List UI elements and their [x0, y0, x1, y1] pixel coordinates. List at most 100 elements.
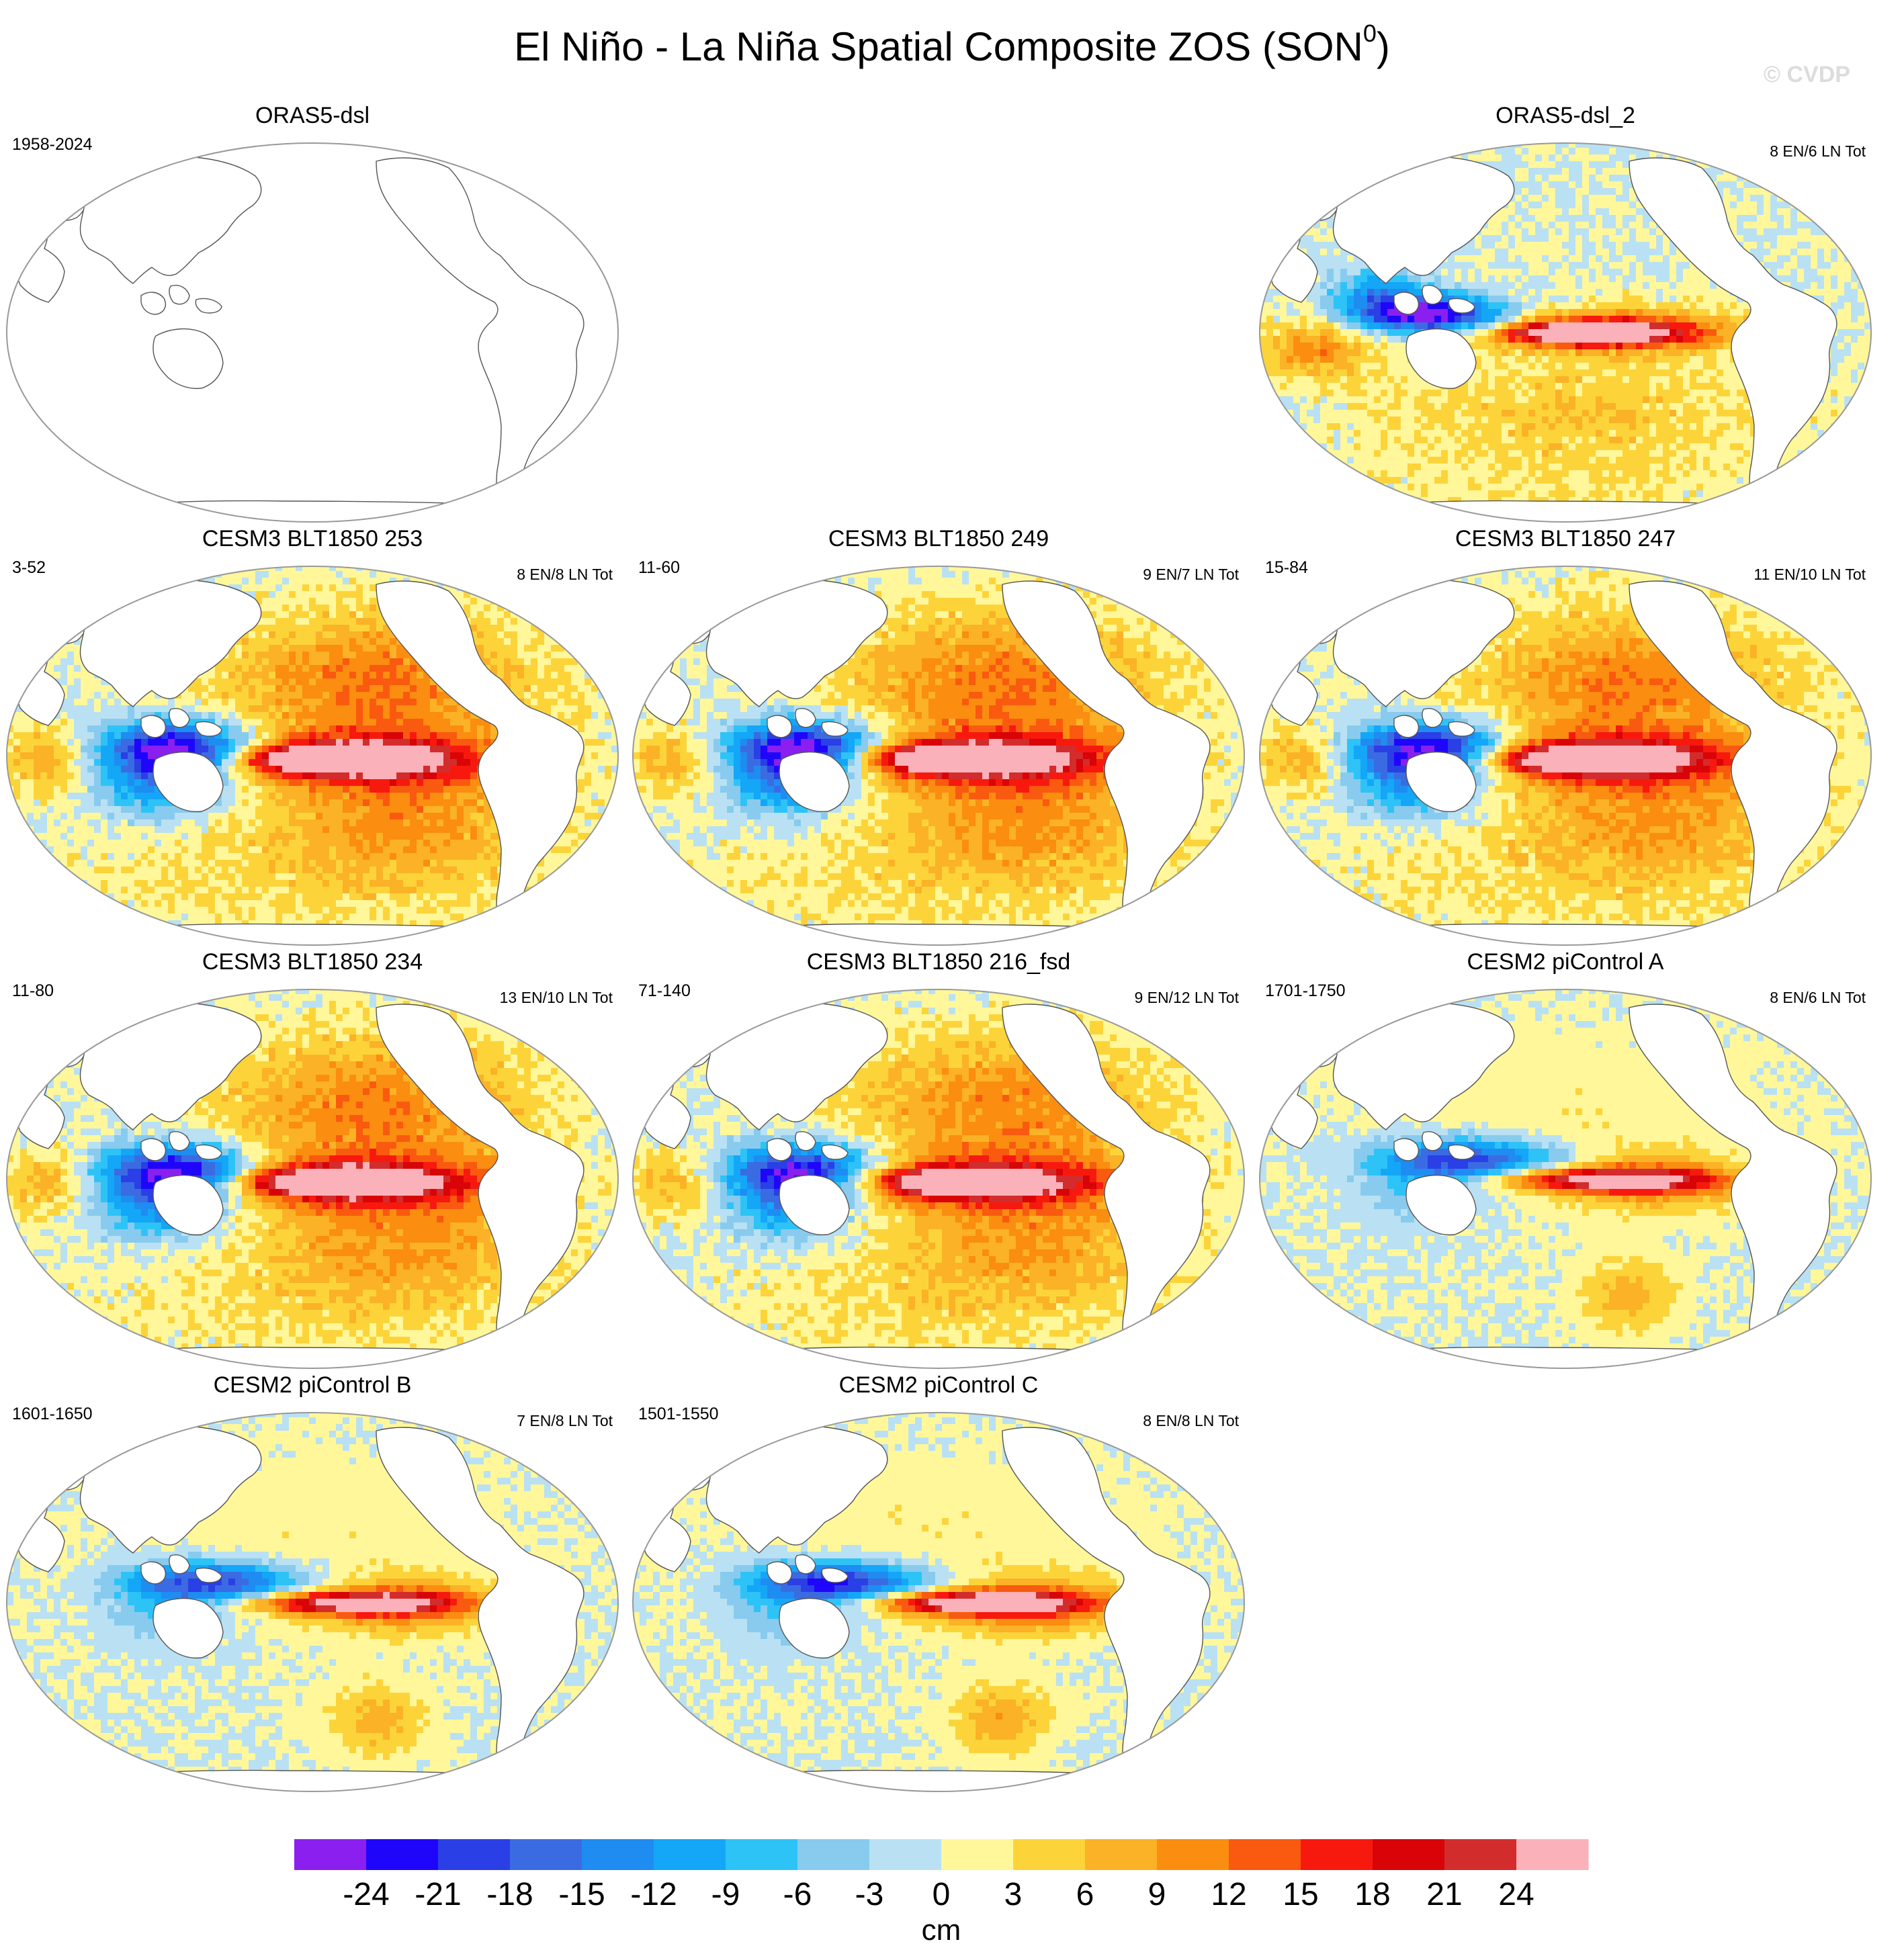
colorbar-units-label: cm [922, 1914, 961, 1947]
land-greenland [547, 155, 596, 191]
map-border [6, 566, 619, 946]
map-cesm3 [632, 989, 1245, 1369]
map-panel: CESM3 BLT1850 247 15-84 11 EN/10 LN Tot [1253, 524, 1878, 954]
map-panel: CESM3 BLT1850 216_fsd 71-140 9 EN/12 LN To… [626, 947, 1251, 1377]
colorbar-tick-label: -21 [415, 1877, 461, 1912]
panel-title: CESM2 piControl C [626, 1370, 1251, 1400]
panel-years-label: 11-60 [638, 558, 680, 578]
land-maritime [140, 1554, 222, 1585]
colorbar-box [1229, 1839, 1301, 1870]
land-asia [703, 577, 888, 707]
colorbar-box [510, 1839, 582, 1870]
panel-years-label: 1501-1550 [638, 1404, 719, 1424]
land-greenland [547, 1002, 596, 1038]
panel-years-label: 11-80 [12, 981, 54, 1001]
panel-title: CESM3 BLT1850 249 [626, 524, 1251, 553]
land-asia [703, 1423, 888, 1554]
panel-event-count: 9 EN/12 LN Tot [1134, 987, 1239, 1008]
land-antarctica [1326, 500, 1809, 522]
land-asia [1330, 577, 1515, 707]
map-cesm2 [1259, 989, 1872, 1369]
map-panel: CESM3 BLT1850 234 11-80 13 EN/10 LN Tot [0, 947, 625, 1377]
land-greenland [1173, 1002, 1222, 1038]
panel-years-label: 1601-1650 [12, 1404, 93, 1424]
map-border [1259, 989, 1872, 1369]
colorbar-tick-label: 24 [1498, 1877, 1534, 1912]
colorbar-box [438, 1839, 511, 1870]
figure-title: El Niño - La Niña Spatial Composite ZOS … [0, 19, 1904, 75]
colorbar-tick-label: 9 [1148, 1877, 1166, 1912]
land-greenland [547, 1425, 596, 1461]
map-panel: ORAS5-dsl_2 8 EN/6 LN Tot [1253, 101, 1878, 531]
continents [16, 154, 596, 522]
panel-title: CESM2 piControl B [0, 1370, 625, 1400]
land-maritime [767, 1131, 849, 1161]
panel-years-label: 1958-2024 [12, 134, 93, 154]
map-cesm2 [632, 1412, 1245, 1792]
land-asia [1330, 1000, 1515, 1130]
colorbar-tick-label: -18 [486, 1877, 533, 1912]
colorbar-tick-label: 6 [1076, 1877, 1094, 1912]
map-border [632, 989, 1245, 1369]
colorbar-tick-label: 0 [933, 1877, 951, 1912]
map-border [6, 1412, 619, 1792]
panel-title: CESM2 piControl A [1253, 947, 1878, 977]
colorbar-tick-label: -6 [783, 1877, 812, 1912]
map-none [6, 142, 619, 523]
land-antarctica [73, 1346, 556, 1368]
cvdp-watermark: © CVDP [1764, 62, 1850, 88]
map-border [1259, 566, 1872, 946]
land-maritime [1393, 1131, 1475, 1161]
colorbar-box [366, 1839, 439, 1870]
panel-years-label: 71-140 [638, 981, 691, 1001]
land-australia [153, 1174, 224, 1236]
colorbar-tick-label: -12 [630, 1877, 677, 1912]
colorbar-tick-label: 21 [1426, 1877, 1462, 1912]
panel-title: CESM3 BLT1850 216_fsd [626, 947, 1251, 977]
land-greenland [1173, 578, 1222, 615]
map-panel: CESM3 BLT1850 253 3-52 8 EN/8 LN Tot [0, 524, 625, 954]
land-maritime [140, 285, 222, 315]
colorbar-tick-label: 15 [1283, 1877, 1318, 1912]
colorbar-tick-label: -15 [558, 1877, 605, 1912]
colorbar-box [1085, 1839, 1158, 1870]
land-antarctica [699, 1346, 1182, 1368]
panel-years-label: 1701-1750 [1265, 981, 1346, 1001]
colorbar-tick-label: 3 [1004, 1877, 1023, 1912]
map-panel: ORAS5-dsl 1958-2024 [0, 101, 625, 531]
map-cesm3 [6, 989, 619, 1369]
land-asia [1330, 154, 1515, 284]
land-maritime [767, 708, 849, 738]
panel-title: ORAS5-dsl [0, 101, 625, 130]
colorbar-tick-label: -24 [343, 1877, 389, 1912]
land-antarctica [699, 923, 1182, 945]
panel-years-label: 15-84 [1265, 558, 1308, 578]
colorbar-box [1516, 1839, 1589, 1870]
land-australia [1405, 1174, 1477, 1236]
colorbar-tick-label: 18 [1354, 1877, 1390, 1912]
panel-title: CESM3 BLT1850 247 [1253, 524, 1878, 553]
colorbar-tick-label: 12 [1211, 1877, 1246, 1912]
map-panel: CESM2 piControl C 1501-1550 8 EN/8 LN Tot [626, 1370, 1251, 1800]
land-asia [77, 1423, 262, 1554]
panel-event-count: 7 EN/8 LN Tot [517, 1411, 613, 1431]
title-superscript: 0 [1363, 19, 1377, 47]
map-border [6, 142, 619, 523]
land-maritime [140, 708, 222, 738]
colorbar-box [654, 1839, 726, 1870]
land-antarctica [73, 923, 556, 945]
land-greenland [1800, 578, 1849, 615]
land-maritime [140, 1131, 222, 1161]
land-greenland [1173, 1425, 1222, 1461]
panel-title: CESM3 BLT1850 253 [0, 524, 625, 553]
land-greenland [1800, 1002, 1849, 1038]
land-antarctica [1326, 1346, 1809, 1368]
panel-event-count: 13 EN/10 LN Tot [500, 987, 613, 1008]
land-australia [153, 1597, 224, 1659]
colorbar-box [1157, 1839, 1229, 1870]
map-obs [1259, 142, 1872, 523]
land-greenland [547, 578, 596, 615]
panel-event-count: 8 EN/8 LN Tot [1143, 1411, 1239, 1431]
map-cesm3 [1259, 566, 1872, 946]
colorbar-tick-label: -9 [711, 1877, 740, 1912]
